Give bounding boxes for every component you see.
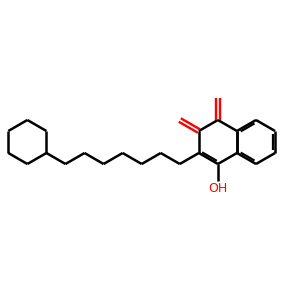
Text: OH: OH (208, 182, 227, 196)
